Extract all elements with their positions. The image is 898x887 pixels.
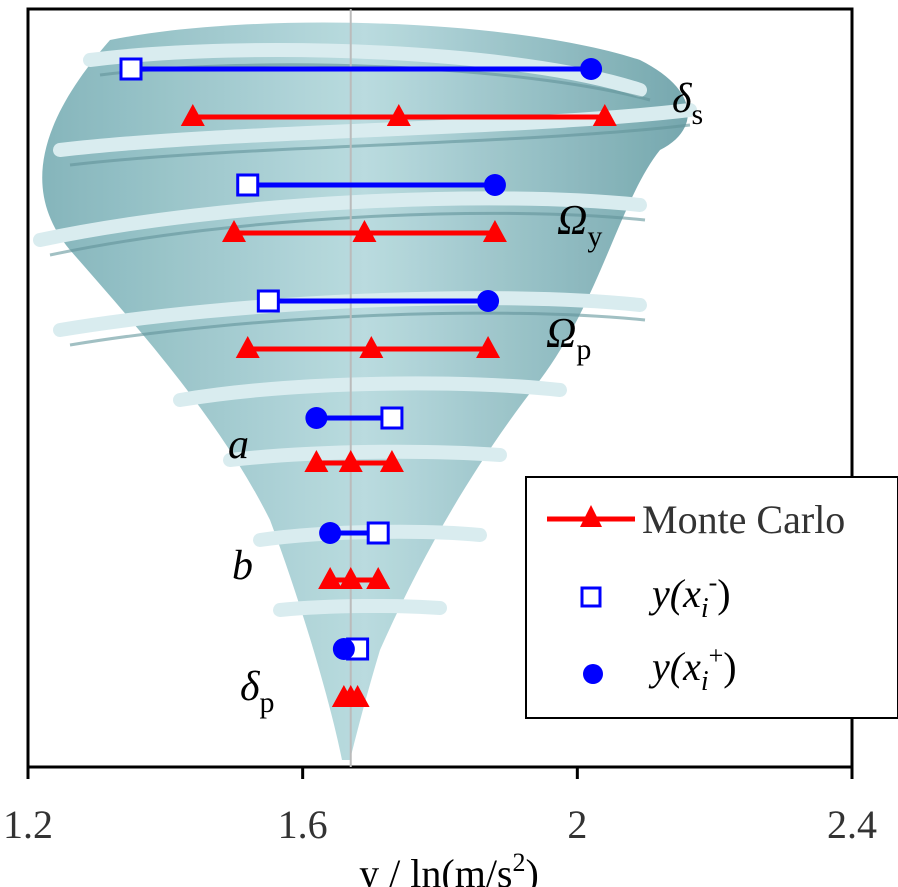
parameter-row <box>119 57 617 126</box>
series-rows <box>119 57 617 707</box>
monte-carlo-marker <box>235 336 260 358</box>
y-plus-marker <box>319 522 342 544</box>
svg-text:y(xi-): y(xi-) <box>648 568 731 624</box>
parameter-label: Ωy <box>557 198 602 253</box>
y-minus-marker <box>256 289 280 313</box>
legend-entry-y-plus: y(xi+) <box>583 641 737 697</box>
x-tick-label: 1.2 <box>3 802 53 847</box>
parameter-labels: δs Ωy Ωp a b δp <box>228 76 703 719</box>
parameter-row <box>222 173 507 242</box>
parameter-label: Ωp <box>546 311 591 366</box>
monte-carlo-marker <box>379 450 404 472</box>
monte-carlo-marker <box>592 104 617 126</box>
monte-carlo-marker <box>222 220 246 242</box>
monte-carlo-marker <box>476 336 501 358</box>
y-plus-marker <box>580 58 603 80</box>
x-tick-label: 2.4 <box>827 802 877 847</box>
plot-frame <box>26 7 854 769</box>
monte-carlo-marker <box>366 567 391 589</box>
parameter-label: δp <box>240 664 275 719</box>
parameter-row <box>318 521 391 589</box>
parameter-label: a <box>228 422 249 468</box>
parameter-row <box>331 637 370 707</box>
parameter-row <box>235 289 501 358</box>
monte-carlo-marker <box>338 567 363 589</box>
monte-carlo-marker <box>180 104 205 126</box>
triangle-marker-icon <box>580 505 602 527</box>
legend-entry-y-minus: y(xi-) <box>580 568 731 624</box>
legend-entry-monte-carlo: Monte Carlo <box>547 497 845 542</box>
y-minus-marker <box>119 57 143 81</box>
monte-carlo-marker <box>345 685 370 707</box>
svg-text:Monte Carlo: Monte Carlo <box>642 497 845 542</box>
monte-carlo-marker <box>359 336 384 358</box>
monte-carlo-marker <box>482 220 507 242</box>
y-minus-marker <box>366 521 390 545</box>
parameter-label: b <box>232 543 253 589</box>
svg-text:y(xi+): y(xi+) <box>648 641 737 697</box>
monte-carlo-marker <box>304 450 329 472</box>
y-plus-marker <box>477 290 500 312</box>
y-minus-marker <box>236 173 260 197</box>
x-axis: 1.2 1.6 2 2.4 <box>3 767 877 847</box>
y-plus-marker <box>332 638 355 660</box>
monte-carlo-marker <box>318 567 343 589</box>
monte-carlo-marker <box>352 220 377 242</box>
monte-carlo-marker <box>386 104 411 126</box>
parameter-row <box>304 406 404 472</box>
x-axis-title: y / ln(m/s2) <box>359 848 539 887</box>
monte-carlo-marker <box>338 450 363 472</box>
legend: Monte Carlo y(xi-) y(xi+) <box>525 476 898 719</box>
open-square-marker-icon <box>580 586 602 608</box>
y-plus-marker <box>305 407 328 429</box>
x-tick-label: 1.6 <box>278 802 328 847</box>
filled-circle-marker-icon <box>583 664 603 684</box>
parameter-label: δs <box>672 76 703 131</box>
y-minus-marker <box>380 406 404 430</box>
x-tick-label: 2 <box>567 802 587 847</box>
y-plus-marker <box>483 174 506 196</box>
